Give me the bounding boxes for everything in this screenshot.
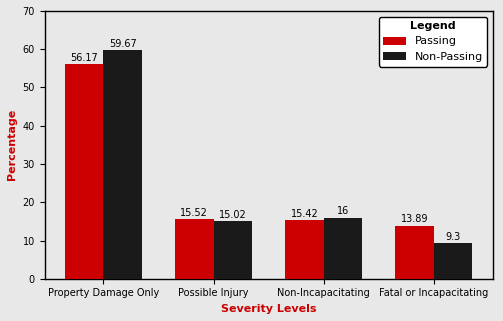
Text: 56.17: 56.17 (70, 53, 98, 63)
X-axis label: Severity Levels: Severity Levels (221, 304, 316, 314)
Bar (285, 220, 324, 279)
Y-axis label: Percentage: Percentage (7, 109, 17, 180)
Bar (65, 64, 104, 279)
Bar (395, 226, 434, 279)
Text: 15.52: 15.52 (181, 208, 208, 218)
Bar (175, 219, 214, 279)
Text: 13.89: 13.89 (401, 214, 428, 224)
Legend: Passing, Non-Passing: Passing, Non-Passing (379, 16, 487, 66)
Text: 16: 16 (337, 206, 349, 216)
Text: 15.02: 15.02 (219, 210, 247, 220)
Bar (214, 221, 252, 279)
Text: 15.42: 15.42 (291, 209, 318, 219)
Bar (324, 218, 362, 279)
Text: 59.67: 59.67 (109, 39, 137, 49)
Bar (104, 50, 142, 279)
Text: 9.3: 9.3 (446, 232, 461, 242)
Bar (434, 243, 472, 279)
